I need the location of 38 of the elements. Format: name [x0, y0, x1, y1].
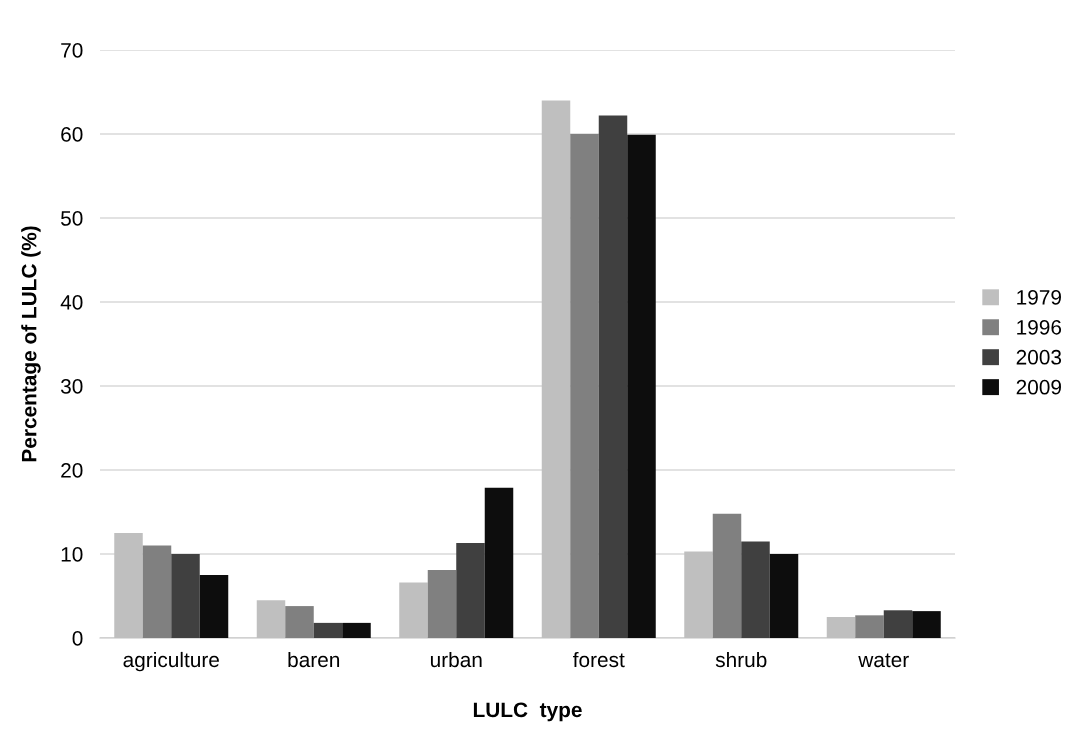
- y-tick-label: 30: [60, 379, 83, 394]
- legend-label: 2009: [1016, 379, 1061, 395]
- x-tick-label: forest: [573, 651, 625, 668]
- x-tick-label: water: [858, 653, 909, 668]
- y-tick-label: 70: [61, 43, 83, 58]
- bar: [199, 575, 229, 638]
- legend-label: 1979: [1017, 289, 1061, 305]
- bar: [912, 611, 941, 638]
- legend-label: 2003: [1016, 349, 1062, 365]
- y-axis-title: Percentage of LULC (%): [21, 226, 41, 462]
- y-tick-label: 50: [61, 211, 83, 226]
- bar: [171, 554, 200, 638]
- bar: [570, 134, 599, 638]
- bar: [484, 487, 514, 638]
- legend-label: 1996: [1017, 319, 1062, 335]
- bar: [285, 606, 314, 638]
- bar: [598, 115, 628, 638]
- y-tick-label: 0: [72, 631, 83, 646]
- bar: [342, 622, 371, 638]
- x-tick-label: baren: [288, 651, 340, 668]
- bar: [627, 134, 656, 638]
- bar: [456, 543, 485, 638]
- y-tick-label: 60: [61, 127, 83, 142]
- x-tick-label: shrub: [715, 651, 767, 668]
- y-tick-label: 20: [61, 463, 83, 478]
- y-tick-label: 10: [61, 547, 83, 562]
- bar: [712, 513, 742, 638]
- x-axis-title: LULC type: [473, 702, 582, 722]
- bar: [855, 615, 884, 638]
- bar: [142, 545, 172, 638]
- bar: [427, 569, 457, 638]
- bar: [741, 541, 770, 638]
- x-tick-label: urban: [430, 651, 482, 668]
- bar: [313, 622, 343, 638]
- bar: [769, 554, 799, 638]
- bar: [883, 610, 913, 638]
- x-tick-label: agriculture: [123, 651, 219, 672]
- y-tick-label: 40: [60, 295, 83, 310]
